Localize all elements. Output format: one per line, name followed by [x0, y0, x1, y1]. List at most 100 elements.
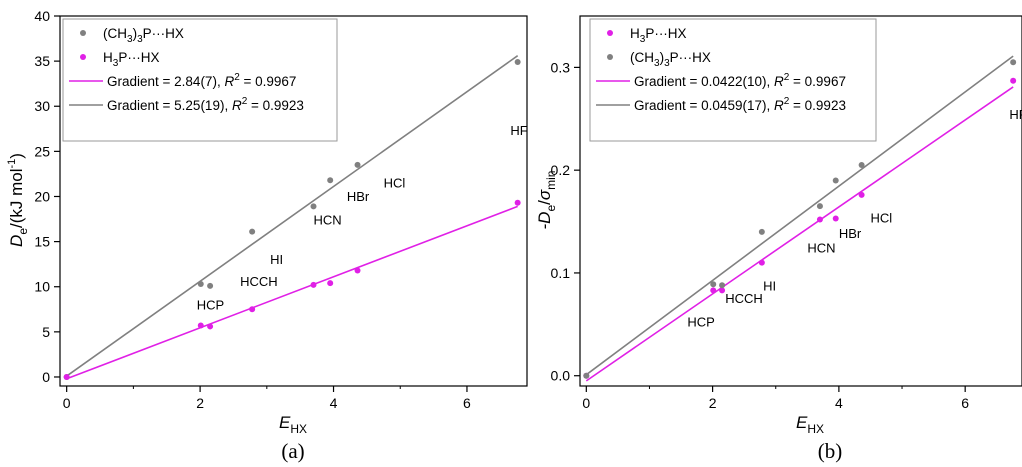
y-label-sub: e	[16, 228, 30, 235]
legend-text: P···HX	[670, 50, 711, 65]
fit-line-h3p	[66, 205, 518, 380]
data-point-ch3p	[327, 177, 334, 184]
x-label-main: E	[279, 413, 291, 432]
x-axis-label: EHX	[796, 413, 824, 436]
x-tick-label: 6	[961, 395, 969, 411]
legend-fit-ch3p: Gradient = 0.0459(17), R2 = 0.9923	[634, 96, 846, 113]
point-label: HCP	[197, 297, 224, 312]
data-point-h3p	[1010, 77, 1017, 84]
x-tick-label: 6	[463, 395, 471, 411]
y-tick-label: 5	[42, 324, 50, 340]
y-label-sigma: σ	[535, 189, 554, 200]
legend-gradient: Gradient = 0.0459(17),	[634, 98, 774, 113]
x-axis-label: EHX	[279, 413, 307, 436]
data-point-h3p	[832, 215, 839, 222]
y-label-slash: /	[535, 200, 554, 205]
fit-line-h3p	[585, 86, 1014, 382]
legend-sub: 3	[137, 34, 143, 45]
chart-panel-b: 02460.00.10.20.3HCPHCCHHIHCNHBrHClHFH3P·…	[535, 15, 1022, 463]
legend-box	[589, 18, 877, 142]
y-tick-label: 0.2	[551, 162, 571, 178]
data-point-ch3p	[758, 228, 765, 235]
legend-sub: 3	[664, 58, 670, 69]
x-tick-label: 0	[582, 395, 590, 411]
x-tick-label: 2	[196, 395, 204, 411]
point-label: HCP	[687, 314, 714, 329]
legend-sub: 3	[654, 58, 660, 69]
data-point-ch3p	[832, 177, 839, 184]
legend-fit-h3p: Gradient = 0.0422(10), R2 = 0.9967	[634, 72, 846, 89]
legend-r2-sup: 2	[784, 96, 790, 107]
legend-r2-value: = 0.9967	[789, 74, 846, 89]
point-label: HBr	[347, 189, 370, 204]
legend-r2-sup: 2	[242, 96, 248, 107]
x-tick-label: 4	[330, 395, 338, 411]
data-point-ch3p	[816, 203, 823, 210]
data-point-ch3p	[1010, 59, 1017, 66]
point-label: HBr	[839, 226, 862, 241]
legend-text: P···HX	[143, 26, 184, 41]
data-point-ch3p	[858, 162, 865, 169]
y-label-sup: -1	[6, 159, 18, 169]
legend-r2-value: = 0.9923	[789, 98, 846, 113]
plot-area	[63, 55, 521, 380]
point-label: HI	[270, 252, 283, 267]
legend-marker-ch3p	[80, 30, 86, 36]
legend-text: )	[133, 26, 138, 41]
y-label-main: -D	[535, 212, 554, 230]
data-point-h3p	[310, 281, 317, 288]
y-tick-label: 25	[34, 143, 50, 159]
y-tick-label: 0.1	[551, 265, 571, 281]
y-tick-label: 35	[34, 53, 50, 69]
y-tick-label: 0	[42, 369, 50, 385]
point-label: HCl	[384, 175, 406, 190]
y-tick-label: 0.0	[551, 368, 571, 384]
legend-marker-h3p	[607, 30, 613, 36]
point-label: HCCH	[240, 274, 278, 289]
data-point-h3p	[249, 306, 256, 313]
point-label: HI	[763, 278, 776, 293]
y-tick-label: 0.3	[551, 59, 571, 75]
legend-entry-h3p: H3P···HX	[630, 26, 687, 45]
fit-line-ch3p	[66, 55, 519, 377]
legend-fit-h3p: Gradient = 2.84(7), R2 = 0.9967	[107, 72, 296, 89]
legend-gradient: Gradient = 0.0422(10),	[634, 74, 774, 89]
data-point-ch3p	[354, 161, 361, 168]
legend-gradient: Gradient = 2.84(7),	[107, 74, 224, 89]
legend-sub: 3	[113, 58, 119, 69]
data-point-ch3p	[207, 282, 214, 289]
point-label: HF	[510, 123, 527, 138]
data-point-h3p	[327, 280, 334, 287]
plot-frame	[59, 15, 528, 387]
legend-box	[62, 18, 338, 142]
y-label-main: D	[7, 235, 26, 247]
legend-text: H	[630, 26, 640, 41]
legend-sub: 3	[640, 34, 646, 45]
data-point-h3p	[514, 199, 521, 206]
legend-entry-ch3p: (CH3)3P···HX	[630, 50, 711, 69]
legend-marker-h3p	[80, 54, 86, 60]
y-label-sigma-sub: min	[544, 171, 558, 190]
data-point-ch3p	[197, 281, 204, 288]
panel-label: (b)	[818, 439, 843, 463]
legend-r2-value: = 0.9923	[247, 98, 304, 113]
y-label-unit: /(kJ mol	[7, 168, 26, 228]
data-point-h3p	[710, 287, 717, 294]
x-label-sub: HX	[290, 422, 307, 436]
legend-sub: 3	[127, 34, 133, 45]
data-point-h3p	[354, 267, 361, 274]
legend-text: )	[660, 50, 665, 65]
legend-r2-sup: 2	[784, 72, 790, 83]
x-tick-label: 2	[709, 395, 717, 411]
y-axis-label: -De/σmin	[535, 171, 558, 230]
data-point-h3p	[858, 191, 865, 198]
x-tick-label: 4	[835, 395, 843, 411]
legend-r2-value: = 0.9967	[240, 74, 297, 89]
data-point-h3p	[758, 259, 765, 266]
y-label-close: )	[7, 153, 26, 159]
data-point-ch3p	[249, 228, 256, 235]
legend-text: (CH	[103, 26, 127, 41]
legend-text: (CH	[630, 50, 654, 65]
